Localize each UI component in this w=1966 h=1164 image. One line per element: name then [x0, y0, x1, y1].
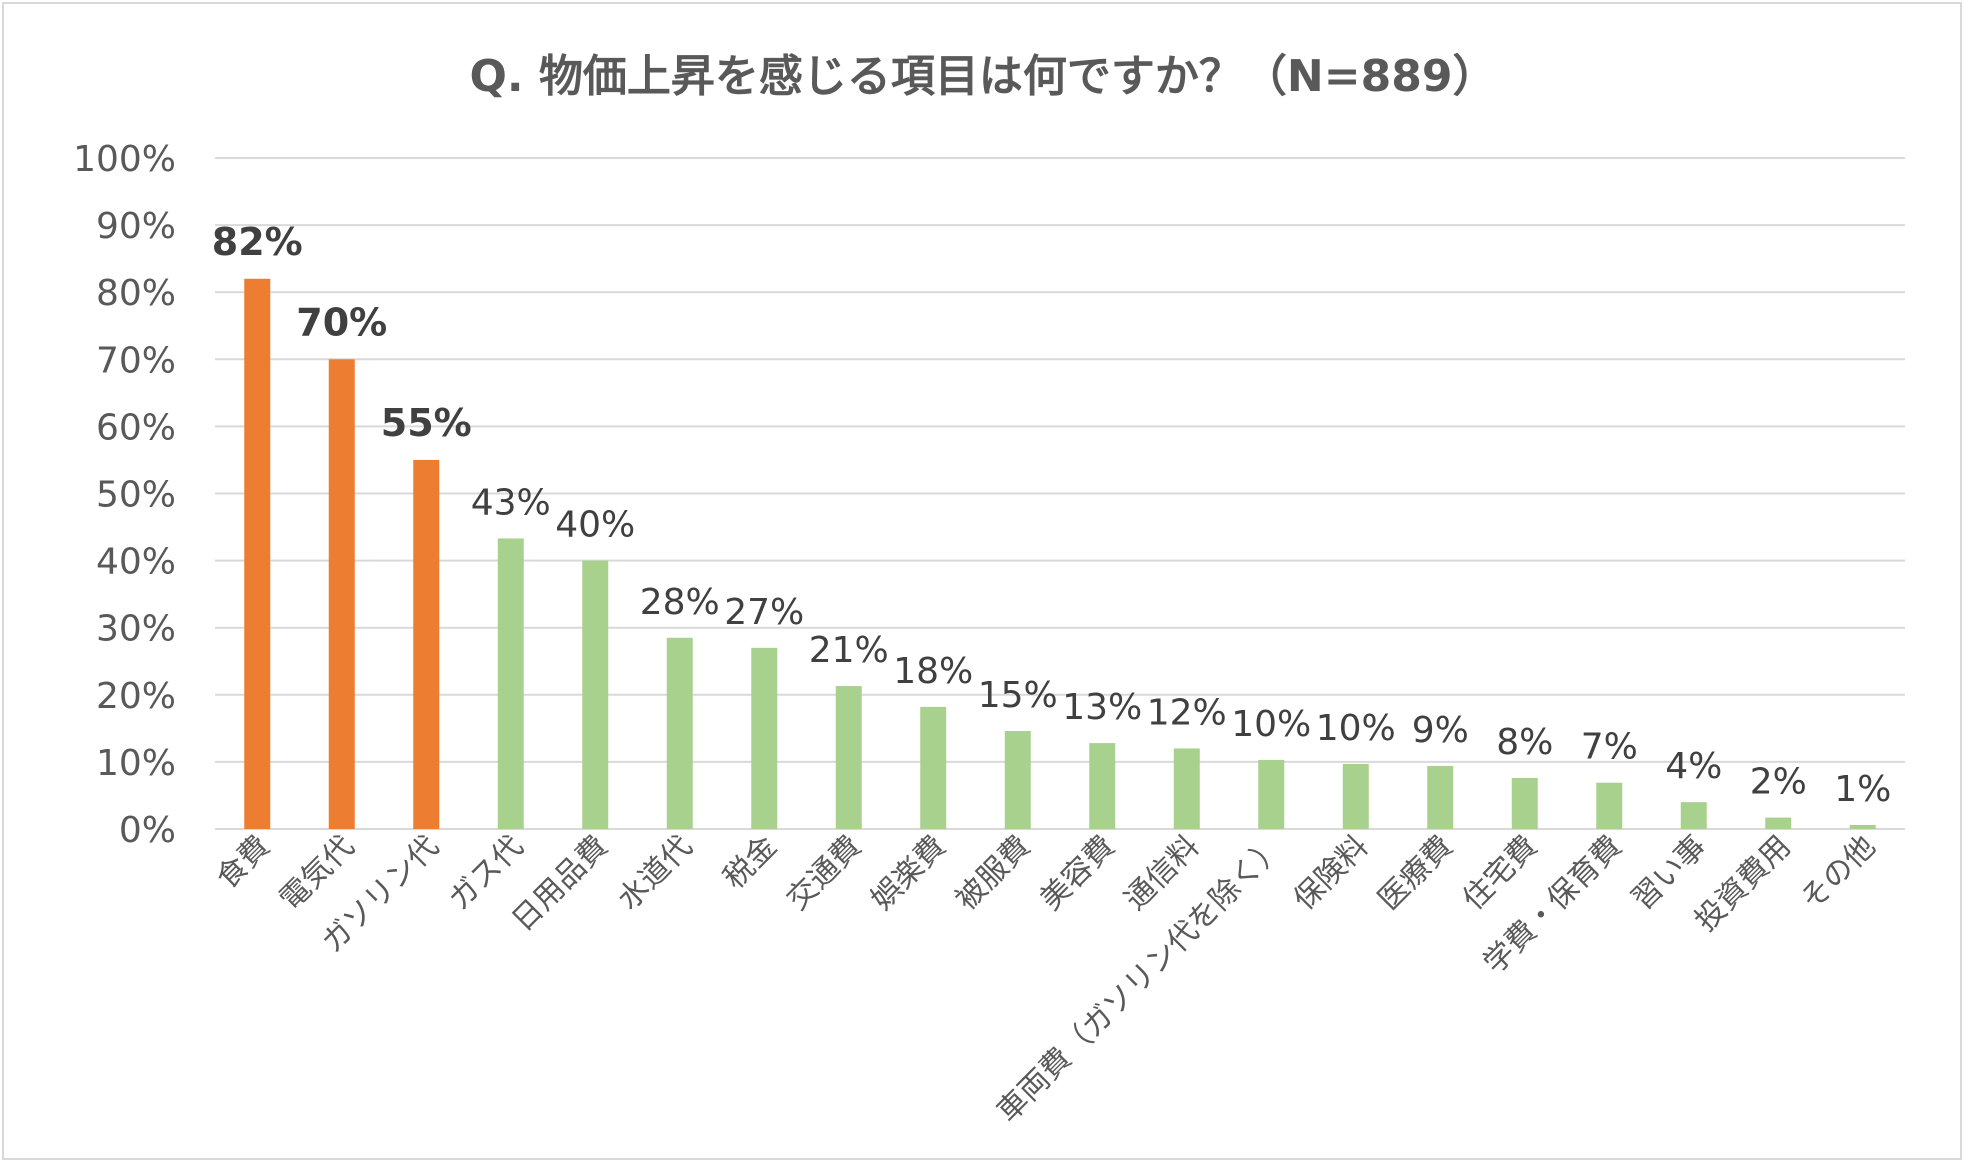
data-label: 12%: [1147, 692, 1227, 733]
bar: [582, 560, 609, 829]
data-label: 82%: [212, 220, 303, 264]
data-label: 15%: [978, 675, 1058, 716]
data-label: 10%: [1231, 704, 1311, 745]
bar: [1765, 817, 1792, 829]
category-label: 被服費: [949, 829, 1037, 917]
y-tick-label: 30%: [96, 609, 176, 650]
y-tick-label: 20%: [96, 676, 176, 717]
bar: [1173, 748, 1200, 829]
bar: [244, 278, 271, 829]
bar: [1427, 765, 1454, 829]
data-labels: 82%70%55%43%40%28% 27%21%18%15% 13% 12% 10% 1…: [212, 220, 1892, 810]
bars: [244, 278, 1876, 829]
y-tick-label: 40%: [96, 542, 176, 583]
data-label: 4%: [1665, 746, 1722, 787]
bar: [835, 686, 862, 829]
data-label: 27%: [724, 592, 804, 633]
category-label: 食費: [210, 829, 277, 896]
data-label: 70%: [296, 300, 387, 344]
category-label: 医療費: [1372, 829, 1460, 917]
data-label: 8%: [1496, 722, 1553, 763]
data-label: 21%: [809, 630, 889, 671]
data-label: 9%: [1412, 710, 1469, 751]
category-label: 水道代: [611, 829, 699, 917]
data-label: 2%: [1750, 762, 1807, 803]
category-label: その他: [1794, 829, 1882, 917]
gridlines: [215, 157, 1905, 830]
data-label: 18%: [893, 651, 973, 692]
data-label: 43%: [471, 482, 551, 523]
data-label: 10%: [1316, 708, 1396, 749]
y-tick-label: 0%: [119, 810, 176, 851]
bar: [920, 706, 947, 829]
bar: [1342, 763, 1369, 829]
bar: [666, 637, 693, 829]
category-label: 交通費: [780, 829, 868, 917]
chart-title: Q. 物価上昇を感じる項目は何ですか？（N=889）: [469, 51, 1497, 102]
bar: [1004, 731, 1031, 829]
bar: [413, 459, 440, 829]
bar: [1511, 778, 1538, 829]
bar: [1849, 824, 1876, 829]
category-label: 税金: [717, 829, 784, 896]
data-label: 28%: [640, 582, 720, 623]
y-tick-label: 50%: [96, 475, 176, 516]
y-tick-label: 10%: [96, 743, 176, 784]
data-label: 13%: [1062, 687, 1142, 728]
data-label: 55%: [381, 401, 472, 445]
y-tick-label: 90%: [96, 206, 176, 247]
bar: [1596, 782, 1623, 829]
bar: [1258, 759, 1285, 829]
data-label: 1%: [1834, 769, 1891, 810]
bar: [1680, 802, 1707, 829]
y-axis-ticks: 0% 10% 20% 30% 40% 50% 60% 70% 80% 90% 100%: [73, 139, 176, 851]
bar: [497, 538, 524, 829]
y-tick-label: 70%: [96, 340, 176, 381]
data-label: 7%: [1581, 727, 1638, 768]
category-label: 美容費: [1034, 829, 1122, 917]
data-label: 40%: [555, 505, 635, 546]
bar: [328, 359, 355, 829]
y-tick-label: 100%: [73, 139, 176, 180]
category-label: 娯楽費: [865, 829, 953, 917]
y-tick-label: 80%: [96, 273, 176, 314]
bar: [751, 647, 778, 829]
category-label: 保険料: [1287, 829, 1375, 917]
y-tick-label: 60%: [96, 407, 176, 448]
bar: [1089, 743, 1116, 829]
